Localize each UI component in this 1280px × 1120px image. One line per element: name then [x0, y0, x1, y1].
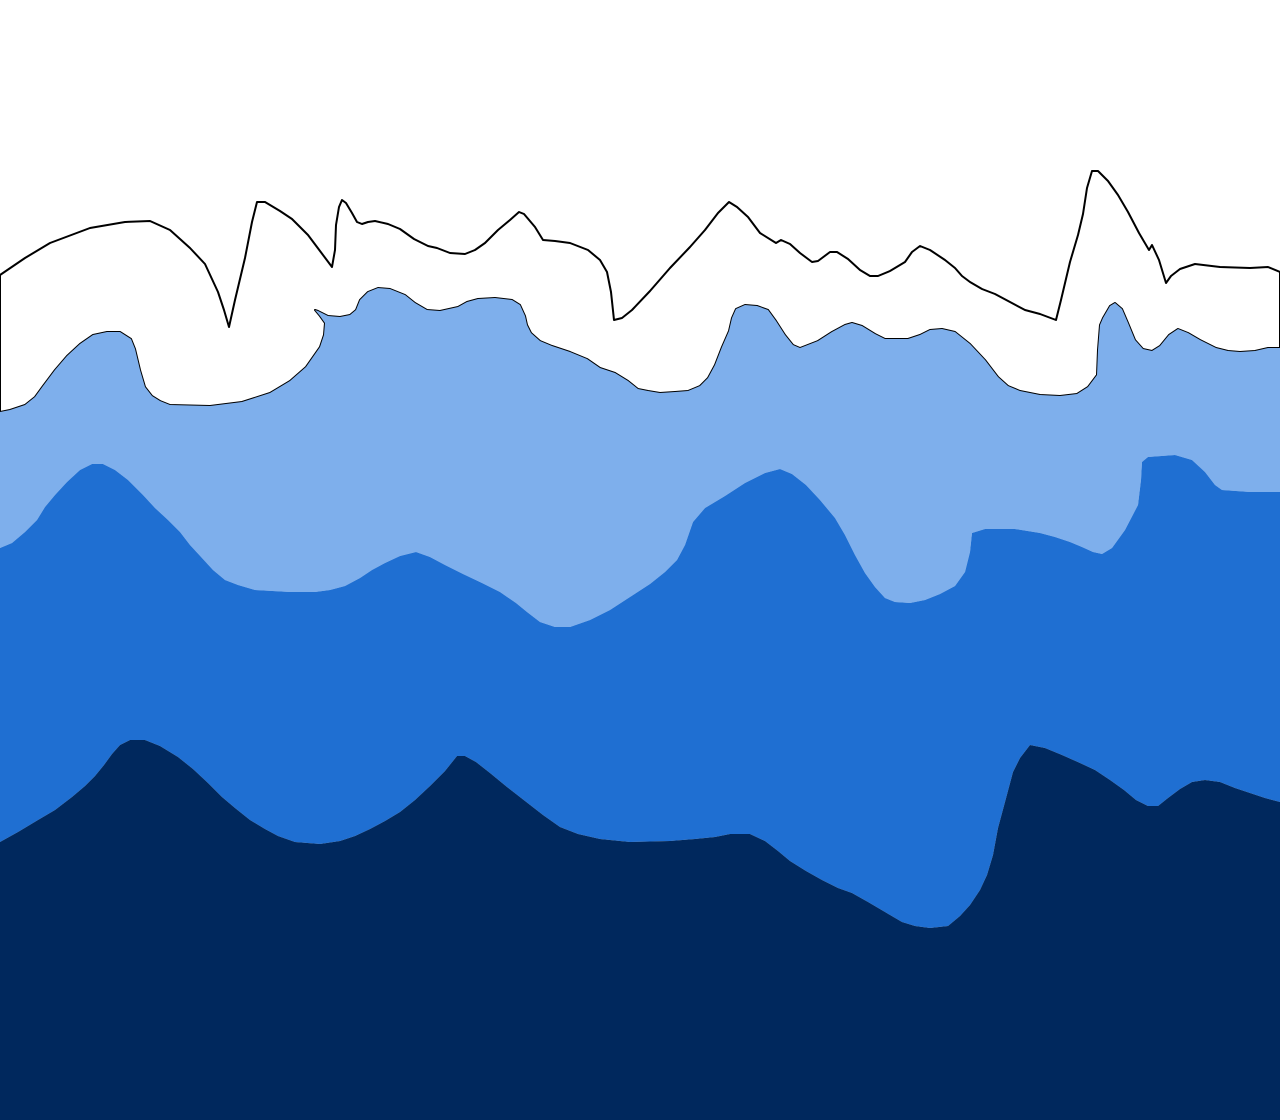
light-blue-wave-band: [0, 288, 1280, 627]
medium-blue-wave-band: [0, 455, 1280, 928]
navy-wave-band: [0, 740, 1280, 1120]
